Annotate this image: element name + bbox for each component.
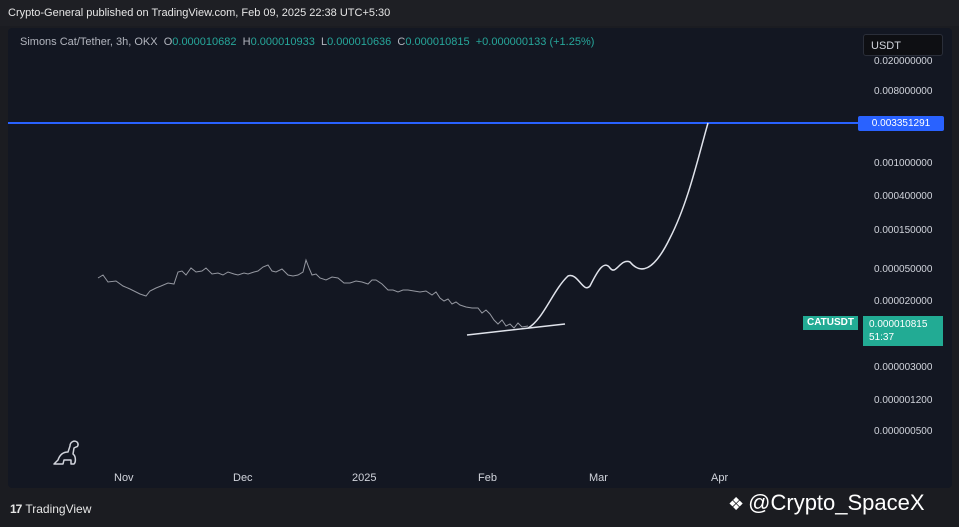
symbol-name: Simons Cat/Tether, 3h, OKX [20,36,158,48]
projection-curve [527,122,709,329]
y-tick: 0.020000000 [874,56,933,67]
publish-bar: Crypto-General published on TradingView.… [0,0,959,26]
bar-countdown: 51:37 [869,332,895,343]
watermark-handle: @Crypto_SpaceX [748,490,925,515]
y-tick: 0.000020000 [874,296,933,307]
x-tick: Apr [711,472,729,484]
chart-pane[interactable]: Simons Cat/Tether, 3h, OKX O0.000010682 … [8,28,952,488]
dino-icon [53,440,79,465]
last-price-tag: 0.000010815 51:37 [863,316,943,346]
x-tick: Feb [478,472,497,484]
y-tick: 0.000000500 [874,426,933,437]
low-value: 0.000010636 [327,36,392,48]
x-tick: Dec [233,472,253,484]
y-tick: 0.000001200 [874,395,933,406]
y-tick: 0.001000000 [874,158,933,169]
y-tick: 0.000150000 [874,225,933,236]
price-line [97,258,529,329]
x-tick: Nov [114,472,134,484]
hline-price-label: 0.003351291 [858,116,944,131]
author-watermark: ❖ @Crypto_SpaceX [728,490,925,516]
tradingview-logo[interactable]: 17 TradingView [10,502,91,516]
currency-button[interactable]: USDT [863,34,943,56]
y-tick: 0.000050000 [874,264,933,275]
symbol-tag: CATUSDT [803,316,858,330]
support-trendline [466,323,566,336]
price-chart[interactable] [8,28,952,488]
y-tick: 0.000400000 [874,191,933,202]
open-value: 0.000010682 [172,36,237,48]
close-value: 0.000010815 [405,36,470,48]
y-tick: 0.000003000 [874,362,933,373]
x-tick: 2025 [352,472,377,484]
binance-diamond-icon: ❖ [728,494,745,514]
tradingview-brand: TradingView [25,502,92,516]
high-value: 0.000010933 [250,36,315,48]
x-tick: Mar [589,472,608,484]
change-value: +0.000000133 (+1.25%) [475,36,595,48]
ohlc-legend: Simons Cat/Tether, 3h, OKX O0.000010682 … [20,36,595,48]
last-price: 0.000010815 [869,319,928,330]
y-tick: 0.008000000 [874,86,933,97]
tradingview-mark-icon: 17 [10,502,22,516]
publish-info: Crypto-General published on TradingView.… [8,7,391,19]
